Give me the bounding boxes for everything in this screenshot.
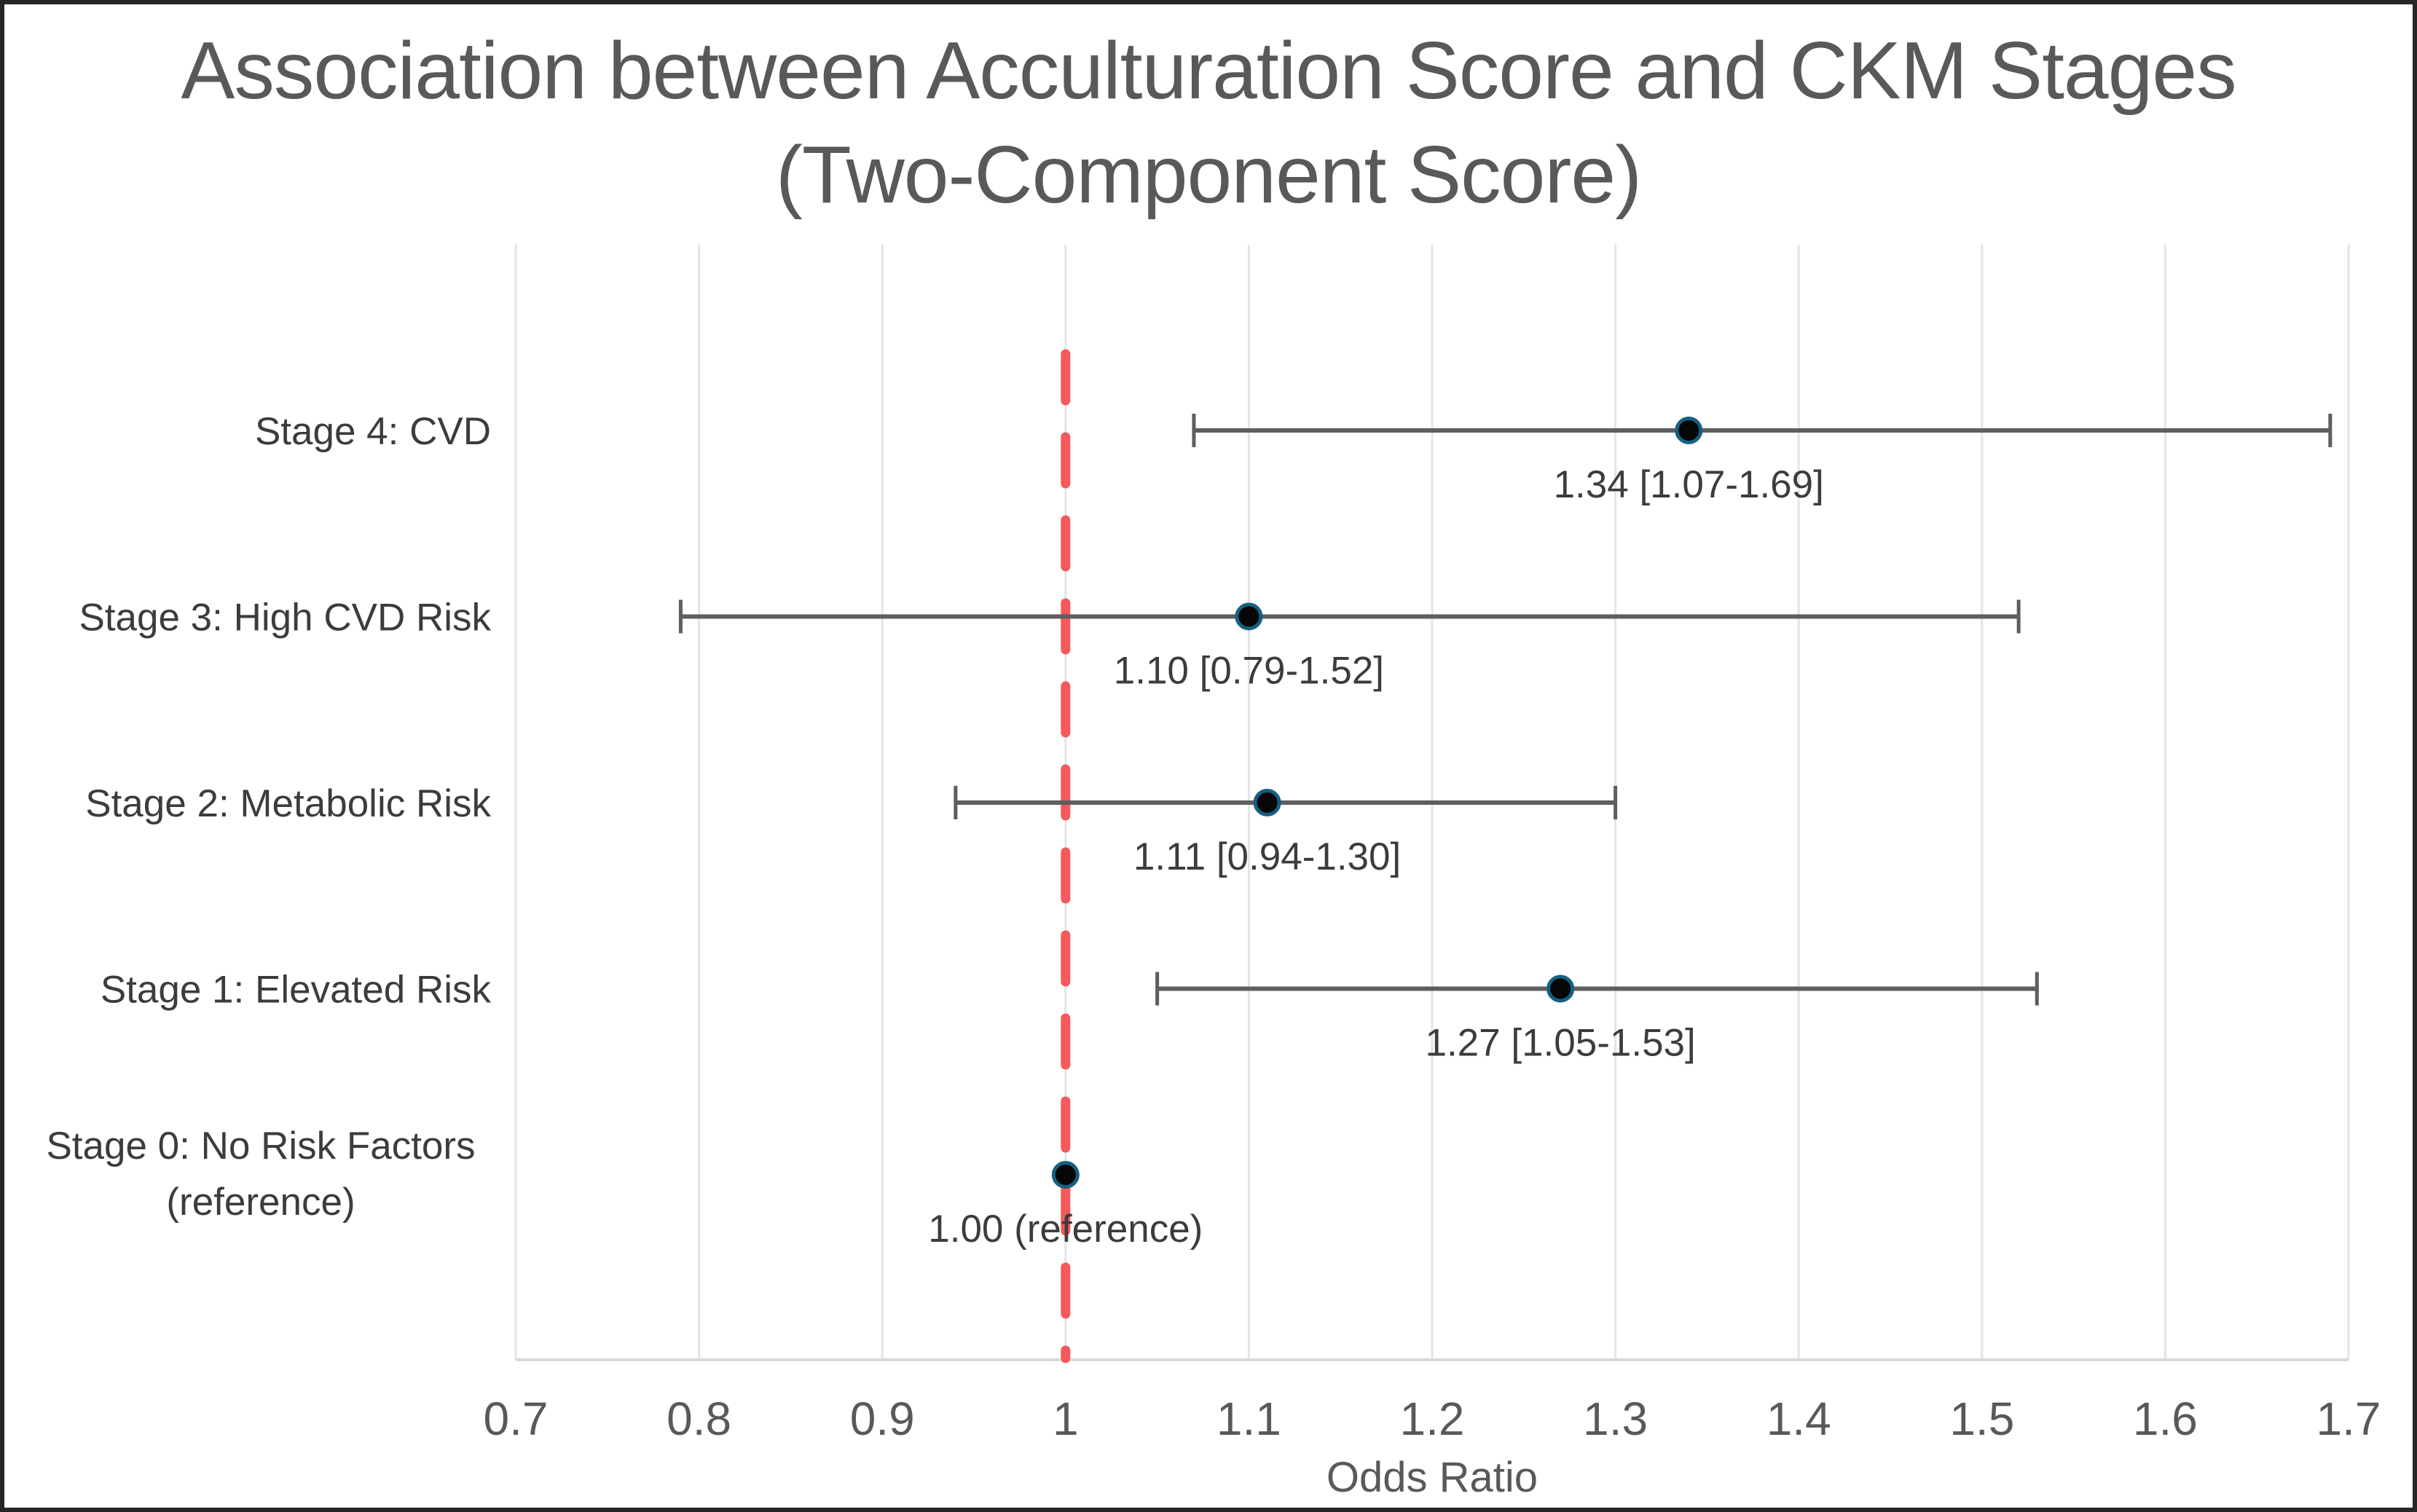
x-tick-label: 1 [1053,1393,1079,1445]
or-annotation: 1.00 (reference) [928,1208,1203,1251]
or-annotation: 1.10 [0.79-1.52] [1114,650,1384,693]
point-marker [1235,602,1263,631]
x-tick-label: 0.9 [850,1393,915,1445]
point-marker [1253,789,1281,816]
chart-title: Association between Acculturation Score … [4,19,2413,227]
chart-title-line2: (Two-Component Score) [775,130,1642,221]
x-tick-label: 1.6 [2133,1393,2198,1445]
x-tick-label: 0.8 [667,1393,731,1445]
x-axis-title: Odds Ratio [1327,1454,1538,1501]
forest-plot-canvas: 1.34 [1.07-1.69] Stage 4: CVD 1.10 [0.79-1… [46,245,2381,1501]
point-marker [1547,974,1575,1003]
row-label-line2: (reference) [166,1181,355,1224]
x-tick-label: 1.3 [1583,1393,1648,1445]
point-marker [1051,1161,1080,1189]
x-tick-label: 1.2 [1400,1393,1465,1445]
x-tick-label: 1.5 [1949,1393,2014,1445]
x-tick-label: 1.7 [2316,1393,2381,1445]
row-label: Stage 1: Elevated Risk [101,969,492,1012]
chart-title-line1: Association between Acculturation Score … [181,25,2236,116]
row-label: Stage 3: High CVD Risk [79,596,491,639]
or-annotation: 1.34 [1.07-1.69] [1554,463,1824,506]
row-label: Stage 4: CVD [255,410,491,453]
row-label: Stage 0: No Risk Factors [46,1125,475,1168]
point-marker [1675,417,1703,444]
x-tick-label: 0.7 [484,1393,549,1445]
x-tick-label: 1.4 [1766,1393,1831,1445]
or-annotation: 1.27 [1.05-1.53] [1425,1022,1695,1065]
or-annotation: 1.11 [0.94-1.30] [1133,835,1401,878]
row-label: Stage 2: Metabolic Risk [85,782,491,825]
x-tick-label: 1.1 [1217,1393,1281,1445]
